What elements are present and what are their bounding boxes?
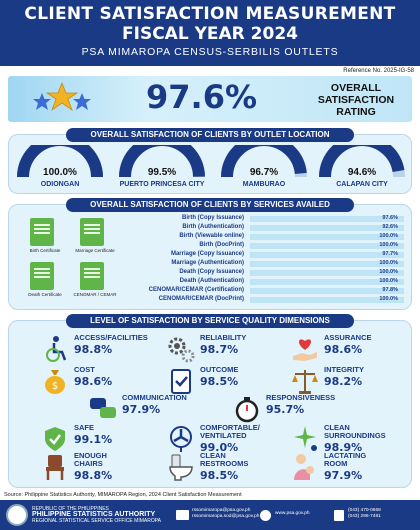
footer-website[interactable]: www.psa.gov.ph	[275, 511, 310, 516]
source-note: Source: Philippine Statistics Authority,…	[4, 492, 242, 498]
outlet-name: ODIONGAN	[40, 181, 80, 188]
outlet-name: CALAPAN CITY	[336, 181, 388, 188]
dimension-enough-chairs: ENOUGH CHAIRS 98.8%	[40, 452, 170, 486]
agency-name: REPUBLIC OF THE PHILIPPINES PHILIPPINE S…	[32, 506, 162, 524]
gears-icon	[168, 337, 195, 363]
dimension-integrity: INTEGRITY 98.2%	[290, 366, 420, 400]
title-line-1: CLIENT SATISFACTION MEASUREMENT	[24, 4, 396, 24]
footer: REPUBLIC OF THE PHILIPPINES PHILIPPINE S…	[0, 500, 420, 530]
outlet-value: 96.7%	[249, 167, 279, 178]
outlet-value: 94.6%	[347, 167, 377, 178]
subtitle: PSA MIMAROPA CENSUS-SERBILIS OUTLETS	[81, 46, 339, 58]
certificate-icons: Birth Certificate Marriage Certificate D…	[22, 218, 122, 304]
heart-hand-icon	[293, 339, 317, 361]
dimension-responsiveness: RESPONSIVENESS 95.7%	[232, 394, 362, 428]
fan-icon	[170, 426, 192, 452]
dimensions-section-title: LEVEL OF SATISFACTION BY SERVICE QUALITY…	[66, 314, 354, 328]
footer-phones: (043) 470-0668 (043) 286-7481	[348, 508, 381, 519]
clipboard-check-icon	[171, 369, 191, 394]
service-row: CENOMAR/CEMAR (DocPrint) 100.0%	[150, 296, 404, 304]
chat-icon	[90, 398, 116, 418]
dimension-assurance: ASSURANCE 98.6%	[290, 334, 420, 368]
scales-icon	[292, 370, 318, 394]
overall-percentage: 97.6%	[146, 78, 258, 116]
overall-rating-panel: 97.6% OVERALL SATISFACTION RATING	[8, 76, 412, 122]
outlets-panel: 100.0% ODIONGAN 99.5% PUERTO PRINCESA CI…	[8, 134, 412, 194]
dimension-reliability: RELIABILITY 98.7%	[166, 334, 296, 368]
dimension-safe: SAFE 99.1%	[40, 424, 170, 458]
stars-icon	[33, 81, 91, 112]
overall-label: OVERALL SATISFACTION RATING	[317, 82, 395, 118]
footer-emails: rssomimaropa@psa.gov.ph rssomimaropa.sod…	[192, 508, 260, 519]
outlet-value: 99.5%	[147, 167, 177, 178]
service-row: Birth (Viewable online) 100.0%	[150, 233, 404, 241]
stopwatch-icon	[235, 397, 259, 423]
birth-certificate-icon: Birth Certificate	[22, 218, 68, 258]
service-row: Death (Copy Issuance) 100.0%	[150, 269, 404, 277]
outlet-puerto-princesa: 99.5% PUERTO PRINCESA CITY	[117, 145, 207, 188]
service-row: Birth (Authentication) 92.6%	[150, 224, 404, 232]
reference-number: Reference No. 2025-IG-58	[343, 68, 414, 74]
dimension-cost: $ COST 98.6%	[40, 366, 170, 400]
outlet-mamburao: 96.7% MAMBURAO	[219, 145, 309, 188]
dimension-outcome: OUTCOME 98.5%	[166, 366, 296, 400]
title-line-2: FISCAL YEAR 2024	[122, 24, 298, 44]
chair-icon	[46, 455, 64, 480]
email-icon	[176, 510, 189, 520]
outlet-value: 100.0%	[43, 167, 77, 178]
header-banner: CLIENT SATISFACTION MEASUREMENT FISCAL Y…	[0, 0, 420, 66]
psa-seal-logo	[6, 504, 28, 526]
mother-baby-icon	[294, 454, 314, 480]
globe-icon	[260, 510, 271, 521]
outlet-name: MAMBURAO	[242, 181, 286, 188]
service-row: Birth (Copy Issuance) 97.6%	[150, 215, 404, 223]
dimension-communication: COMMUNICATION 97.9%	[88, 394, 218, 428]
service-row: Marriage (Authentication) 100.0%	[150, 260, 404, 268]
service-row: Birth (DocPrint) 100.0%	[150, 242, 404, 250]
gauge-arc	[221, 145, 307, 178]
toilet-icon	[169, 454, 193, 481]
service-row: CENOMAR/CEMAR (Certification) 97.8%	[149, 287, 404, 295]
svg-text:$: $	[52, 381, 58, 392]
service-row: Death (Authentication) 100.0%	[150, 278, 404, 286]
dimension-clean-restrooms: CLEAN RESTROOMS 98.5%	[166, 452, 296, 486]
dimension-access: ACCESS/FACILITIES 98.8%	[40, 334, 170, 368]
sparkle-icon	[294, 426, 317, 451]
outlet-name: PUERTO PRINCESA CITY	[119, 181, 205, 188]
phone-icon	[334, 510, 344, 521]
shield-check-icon	[45, 427, 65, 451]
wheelchair-icon	[46, 336, 67, 362]
marriage-certificate-icon: Marriage Certificate	[72, 218, 118, 258]
outlet-odiongan: 100.0% ODIONGAN	[15, 145, 105, 188]
gauge-arc	[119, 145, 205, 178]
gauge-arc	[17, 145, 103, 178]
outlets-section-title: OVERALL SATISFACTION OF CLIENTS BY OUTLE…	[66, 128, 354, 142]
dimension-lactating-room: LACTATING ROOM 97.9%	[290, 452, 420, 486]
service-row: Marriage (Copy Issuance) 97.7%	[150, 251, 404, 259]
gauge-arc	[319, 145, 405, 178]
services-section-title: OVERALL SATISFACTION OF CLIENTS BY SERVI…	[66, 198, 354, 212]
death-certificate-icon: Death Certificate	[22, 262, 68, 302]
cenomar-certificate-icon: CENOMAR / CEMAR	[72, 262, 118, 302]
outlet-calapan: 94.6% CALAPAN CITY	[317, 145, 407, 188]
money-bag-icon: $	[45, 370, 65, 394]
dimension-clean-surroundings: CLEAN SURROUNDINGS 98.9%	[290, 424, 420, 458]
dimension-comfortable: COMFORTABLE/ VENTILATED 99.0%	[166, 424, 296, 458]
